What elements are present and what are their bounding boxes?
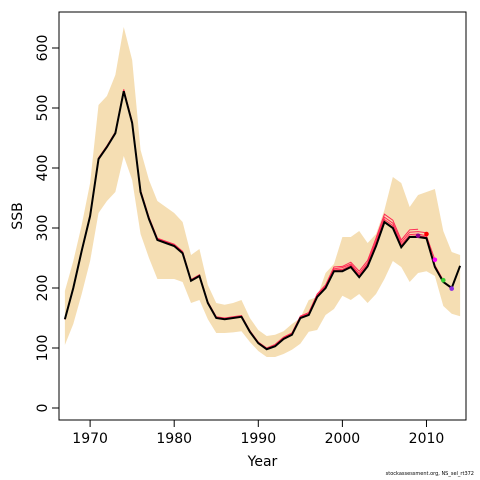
- retro-point-2012: [440, 277, 446, 283]
- plot-frame: [58, 11, 467, 421]
- y-tick-label-100: 100: [35, 335, 51, 362]
- retro-point-2011: [432, 257, 438, 263]
- footer-credit: stockassessment.org, NS_sel_rt372: [385, 471, 474, 477]
- retro-point-2009: [415, 233, 421, 239]
- x-tick-label-1990: 1990: [240, 431, 276, 447]
- confidence-band-layer: [64, 27, 461, 357]
- retro-point-2013: [449, 286, 455, 291]
- y-tick-label-200: 200: [35, 275, 51, 302]
- confidence-band: [64, 27, 461, 357]
- x-tick-label-1970: 1970: [72, 431, 108, 447]
- y-tick-label-600: 600: [35, 35, 51, 62]
- y-axis-label: SSB: [10, 202, 26, 229]
- x-axis: 1970 1980 1990 2000 2010: [72, 420, 444, 447]
- y-tick-label-0: 0: [35, 404, 51, 413]
- retro-series-line-1: [64, 89, 419, 349]
- y-tick-label-300: 300: [35, 215, 51, 242]
- main-series-line: [63, 90, 462, 351]
- main-line-layer: [63, 90, 462, 351]
- x-tick-label-2010: 2010: [409, 431, 445, 447]
- x-tick-label-1980: 1980: [156, 431, 192, 447]
- x-tick-label-2000: 2000: [325, 431, 361, 447]
- retro-points-layer: [415, 231, 455, 291]
- x-axis-label: Year: [247, 454, 278, 470]
- y-tick-label-400: 400: [35, 155, 51, 182]
- y-tick-label-500: 500: [35, 95, 51, 122]
- retro-point-2010: [424, 231, 429, 237]
- y-axis: 0 100 200 300 400 500 600: [35, 35, 59, 413]
